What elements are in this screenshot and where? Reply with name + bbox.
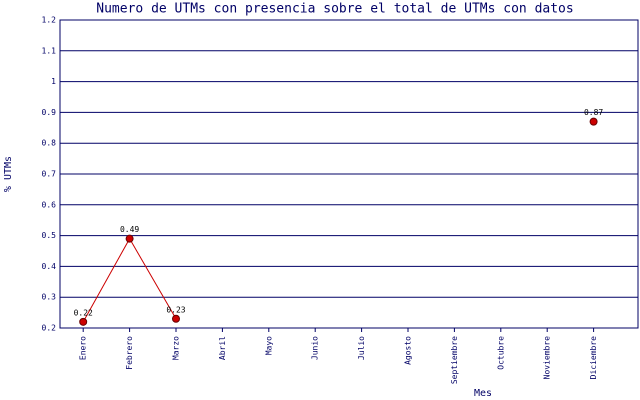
y-tick-label: 0.2 xyxy=(42,324,57,333)
x-tick-label: Agosto xyxy=(404,336,413,365)
x-tick-label: Mayo xyxy=(264,336,273,355)
point xyxy=(172,314,180,323)
data-label: 0.22 xyxy=(74,308,93,317)
y-tick-label: 1.2 xyxy=(42,16,57,25)
data-label: 0.87 xyxy=(584,108,603,117)
y-tick-label: 0.8 xyxy=(42,139,57,148)
x-tick-label: Julio xyxy=(357,336,366,360)
x-axis-label: Mes xyxy=(474,388,492,399)
x-tick-label: Junio xyxy=(311,336,320,360)
x-tick-label: Noviembre xyxy=(543,336,552,380)
y-tick-label: 0.7 xyxy=(42,170,57,179)
chart-title: Numero de UTMs con presencia sobre el to… xyxy=(96,2,573,17)
x-tick-label: Marzo xyxy=(172,336,181,360)
point xyxy=(125,234,134,243)
y-tick-label: 0.6 xyxy=(42,200,57,209)
x-tick-label: Enero xyxy=(79,336,88,360)
y-axis-label: % UTMs xyxy=(3,156,14,192)
x-tick-label: Diciembre xyxy=(589,336,598,380)
data-label: 0.49 xyxy=(120,225,139,234)
line xyxy=(83,122,593,322)
y-tick-label: 0.5 xyxy=(42,231,57,240)
y-tick-label: 1.1 xyxy=(42,46,57,55)
x-tick-label: Octubre xyxy=(496,336,505,370)
x-tick-label: Abril xyxy=(218,336,227,360)
y-tick-label: 1 xyxy=(51,77,56,86)
point xyxy=(589,117,598,126)
y-tick-label: 0.3 xyxy=(42,293,57,302)
y-tick-label: 0.4 xyxy=(42,262,57,271)
x-tick-label: Septiembre xyxy=(450,336,459,384)
plot-frame xyxy=(59,19,639,329)
y-tick-label: 0.9 xyxy=(42,108,57,117)
point xyxy=(79,317,88,326)
data-label: 0.23 xyxy=(166,305,185,314)
x-tick-label: Febrero xyxy=(125,336,134,370)
